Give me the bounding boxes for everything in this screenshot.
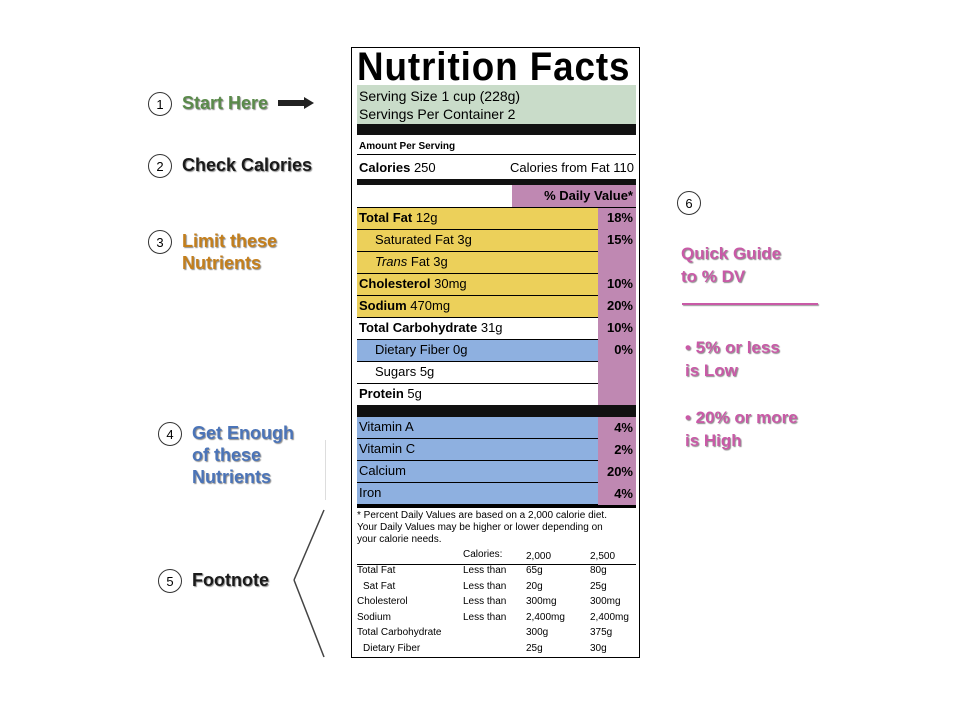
nutrient-row-total-carb: Total Carbohydrate 31g [357, 318, 636, 340]
pct-total-fat: 18% [606, 210, 633, 225]
footnote-row-name: Cholesterol [357, 596, 408, 607]
footnote-row-name: Sodium [357, 611, 391, 623]
dv-header: % Daily Value* [544, 188, 633, 203]
nutrition-facts-label: Nutrition Facts Serving Size 1 cup (228g… [351, 45, 640, 658]
nutrient-row-fiber: Dietary Fiber 0g [357, 340, 636, 362]
nutrient-row-protein: Protein 5g [359, 386, 422, 401]
quick-guide-title: Quick Guide to % DV [681, 244, 782, 286]
divider [357, 505, 636, 508]
vitamin-row-c: Vitamin C [357, 439, 636, 461]
footnote-row-qualifier: Less than [463, 565, 507, 576]
dv-column-vitamins [598, 417, 636, 505]
pct-vitamin-c: 2% [614, 442, 633, 457]
calories-label: Calories [359, 160, 411, 175]
nutrient-row-trans-fat: Trans Fat 3g [357, 252, 636, 274]
footnote-bracket [293, 509, 325, 658]
step-label: Limit these Nutrients [182, 231, 278, 273]
step-label: Get Enough of these Nutrients [192, 423, 294, 487]
pct-vitamin-a: 4% [614, 420, 633, 435]
calories-row: Calories 250 [359, 160, 436, 175]
vitamin-row-calcium: Calcium [357, 461, 636, 483]
step-3: 3 Limit these Nutrients [148, 230, 277, 274]
pct-fiber: 0% [614, 342, 633, 357]
nutrient-row-sugars: Sugars 5g [357, 362, 636, 384]
footnote-row-name: Total Fat [357, 565, 396, 576]
footnote-row-value-2500: 30g [590, 642, 607, 654]
guide-low: • 5% or less is Low [685, 338, 780, 380]
footnote-calories-label: Calories: [463, 549, 503, 560]
footnote-row-value-2000: 20g [526, 580, 543, 592]
footnote-row-value-2500: 375g [590, 627, 613, 638]
step-2: 2 Check Calories [148, 154, 312, 178]
calories-from-fat: Calories from Fat 110 [509, 160, 634, 175]
step-label: Start Here [182, 93, 269, 113]
footnote-row-qualifier: Less than [463, 580, 507, 592]
step-number-badge: 1 [148, 92, 172, 116]
footnote-row-name: Total Carbohydrate [357, 627, 442, 638]
footnote-row-value-2500: 80g [590, 565, 607, 576]
step-number-badge: 4 [158, 422, 182, 446]
pct-iron: 4% [614, 486, 633, 501]
guide-underline [682, 303, 818, 305]
pct-sodium: 20% [606, 298, 633, 313]
nutrient-row-cholesterol: Cholesterol 30mg [357, 274, 636, 296]
divider [357, 564, 636, 565]
step-number-badge: 3 [148, 230, 172, 254]
pct-total-carb: 10% [606, 320, 633, 335]
footnote-row-value-2500: 25g [590, 580, 607, 592]
footnote-row-value-2500: 2,400mg [590, 611, 629, 623]
footnote-row-value-2000: 25g [526, 642, 543, 654]
vitamin-row-iron: Iron [357, 483, 636, 505]
footnote-row-name: Sat Fat [363, 580, 396, 592]
footnote-col2: 2,500 [590, 551, 616, 562]
divider [325, 440, 326, 500]
label-title: Nutrition Facts [357, 45, 631, 89]
footnote-row-name: Dietary Fiber [363, 642, 421, 654]
nutrient-row-sodium: Sodium 470mg [357, 296, 636, 318]
nutrient-row-total-fat: Total Fat 12g [357, 208, 636, 230]
footnote-row-value-2000: 300g [526, 627, 549, 638]
step-1: 1 Start Here [148, 92, 315, 116]
step-number-badge: 6 [677, 191, 701, 215]
footnote-row-qualifier: Less than [463, 596, 507, 607]
pct-cholesterol: 10% [606, 276, 633, 291]
step-number-badge: 5 [158, 569, 182, 593]
footnote-row-value-2500: 300mg [590, 596, 621, 607]
step-number-badge: 2 [148, 154, 172, 178]
footnote-row-value-2000: 2,400mg [526, 611, 565, 623]
footnote-row-qualifier: Less than [463, 611, 507, 623]
guide-high: • 20% or more is High [685, 408, 798, 450]
medium-divider [357, 179, 636, 185]
serving-size: Serving Size 1 cup (228g) [359, 88, 521, 104]
pct-calcium: 20% [606, 464, 633, 479]
step-4: 4 Get Enough of these Nutrients [158, 422, 294, 488]
step-label: Check Calories [182, 155, 313, 175]
thick-divider [357, 124, 636, 135]
arrow-right-icon [278, 97, 315, 109]
step-label: Footnote [192, 570, 269, 590]
serving-info: Serving Size 1 cup (228g) Servings Per C… [357, 85, 636, 125]
footnote-row-value-2000: 65g [526, 565, 543, 576]
pct-saturated-fat: 15% [606, 232, 633, 247]
divider [357, 154, 636, 155]
servings-per-container: Servings Per Container 2 [359, 106, 516, 122]
footnote-col1: 2,000 [526, 551, 552, 562]
vitamin-row-a: Vitamin A [357, 417, 636, 439]
nutrient-row-saturated-fat: Saturated Fat 3g [357, 230, 636, 252]
footnote-row-value-2000: 300mg [526, 596, 557, 607]
calories-value: 250 [413, 160, 436, 175]
thick-divider [357, 405, 636, 417]
dv-column [598, 208, 636, 406]
divider [357, 207, 636, 208]
amount-per-serving: Amount Per Serving [359, 141, 456, 152]
footnote-text: * Percent Daily Values are based on a 2,… [357, 510, 607, 545]
dv-header-bg [512, 185, 636, 208]
step-5: 5 Footnote [158, 569, 269, 593]
